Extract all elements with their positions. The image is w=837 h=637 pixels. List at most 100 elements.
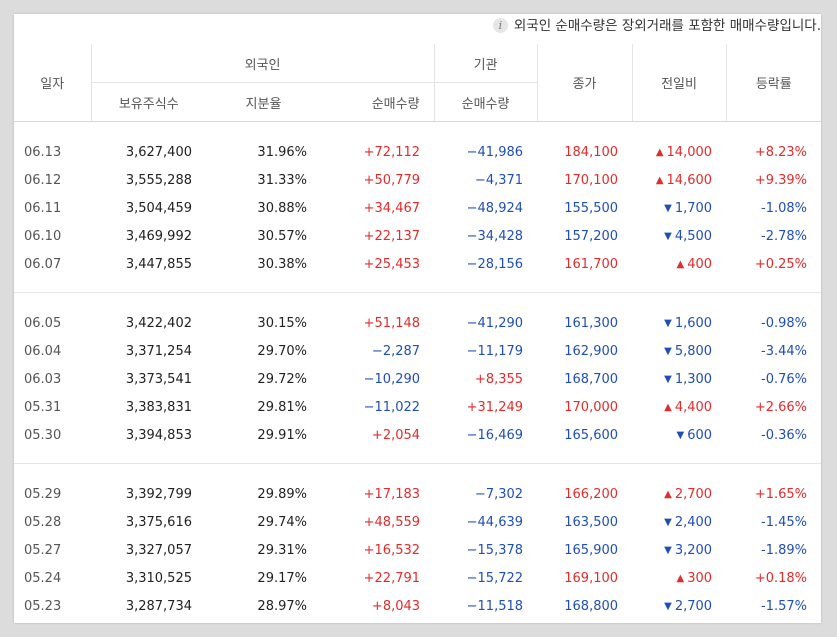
triangle-up-icon: ▲ [655, 146, 664, 158]
row-change: ▲ 300 [632, 564, 726, 592]
row-change-value: 14,600 [666, 172, 713, 188]
notice-text: 외국인 순매수량은 장외거래를 포함한 매매수량입니다. [513, 18, 821, 34]
row-change: ▼ 2,400 [632, 508, 726, 536]
row-holdings: 3,287,734 [125, 598, 192, 614]
table-body: 06.13 3,627,400 31.96% +72,112 −41,986 184,10… [14, 122, 822, 621]
row-change-value: 600 [687, 427, 713, 443]
header-inst-net: 순매수량 [433, 82, 538, 122]
row-foreign-net: +50,779 [363, 172, 421, 188]
row-holdings: 3,375,616 [125, 514, 192, 530]
table-row: 05.23 3,287,734 28.97% +8,043 −11,518 168,800… [14, 592, 821, 620]
row-date: 05.23 [24, 598, 62, 614]
row-change: ▼ 3,200 [632, 536, 726, 564]
row-share: 30.57% [257, 228, 307, 244]
row-rate: +9.39% [754, 172, 808, 188]
header-close: 종가 [536, 44, 633, 122]
row-date: 05.29 [24, 486, 62, 502]
triangle-down-icon: ▼ [664, 202, 672, 214]
row-inst-net: −28,156 [466, 256, 524, 272]
row-change-value: 4,500 [674, 228, 713, 244]
header-share: 지분율 [206, 82, 321, 122]
row-rate: -0.36% [761, 427, 808, 443]
row-inst-net: −41,986 [466, 144, 524, 160]
row-date: 05.31 [24, 399, 62, 415]
row-foreign-net: +72,112 [363, 144, 421, 160]
group-spacer [14, 449, 822, 464]
row-change-value: 400 [687, 256, 713, 272]
row-holdings: 3,371,254 [125, 343, 192, 359]
row-change-value: 1,300 [674, 371, 713, 387]
triangle-up-icon: ▲ [676, 572, 685, 584]
investor-table: 일자 외국인 기관 종가 전일비 등락률 보유주식수 지분율 순매수량 순매수량… [14, 44, 822, 621]
row-rate: -0.98% [761, 315, 808, 331]
row-change: ▲ 2,700 [632, 480, 726, 508]
row-change-value: 14,000 [666, 144, 713, 160]
row-inst-net: −34,428 [466, 228, 524, 244]
row-rate: +1.65% [754, 486, 808, 502]
row-foreign-net: +2,054 [371, 427, 421, 443]
row-holdings: 3,383,831 [125, 399, 192, 415]
row-inst-net: −11,518 [466, 598, 524, 614]
row-close: 170,100 [564, 172, 619, 188]
row-inst-net: −48,924 [466, 200, 524, 216]
row-change: ▲ 4,400 [632, 393, 726, 421]
row-holdings: 3,392,799 [125, 486, 192, 502]
row-rate: -3.44% [761, 343, 808, 359]
row-close: 168,800 [564, 598, 619, 614]
row-share: 30.38% [257, 256, 307, 272]
row-change-value: 4,400 [674, 399, 713, 415]
triangle-down-icon: ▼ [664, 345, 672, 357]
header-date: 일자 [14, 44, 91, 122]
row-holdings: 3,394,853 [125, 427, 192, 443]
row-rate: +8.23% [754, 144, 808, 160]
row-close: 161,300 [564, 315, 619, 331]
row-change-value: 3,200 [674, 542, 713, 558]
row-holdings: 3,555,288 [125, 172, 192, 188]
row-close: 161,700 [564, 256, 619, 272]
row-foreign-net: +22,137 [363, 228, 421, 244]
group-spacer [14, 293, 821, 310]
row-rate: -2.78% [761, 228, 808, 244]
row-change: ▼ 2,700 [632, 592, 726, 620]
row-close: 165,600 [564, 427, 619, 443]
row-share: 31.33% [257, 172, 307, 188]
group-spacer [14, 122, 821, 139]
row-inst-net: −41,290 [466, 315, 524, 331]
row-close: 155,500 [564, 200, 619, 216]
header-institution: 기관 [433, 44, 538, 83]
row-date: 06.07 [24, 256, 62, 272]
table-row: 05.29 3,392,799 29.89% +17,183 −7,302 166,200… [14, 480, 821, 508]
row-rate: -1.45% [761, 514, 808, 530]
table-row: 05.27 3,327,057 29.31% +16,532 −15,378 165,90… [14, 536, 821, 564]
table-row: 05.30 3,394,853 29.91% +2,054 −16,469 165,600… [14, 421, 821, 449]
row-change: ▼ 5,800 [632, 337, 726, 365]
row-rate: +0.25% [754, 256, 808, 272]
row-rate: -1.08% [761, 200, 808, 216]
row-close: 163,500 [564, 514, 619, 530]
row-rate: +2.66% [754, 399, 808, 415]
row-rate: -0.76% [761, 371, 808, 387]
table-row: 06.10 3,469,992 30.57% +22,137 −34,428 157,20… [14, 222, 821, 250]
row-rate: -1.89% [761, 542, 808, 558]
triangle-down-icon: ▼ [664, 373, 672, 385]
table-row: 05.28 3,375,616 29.74% +48,559 −44,639 163,50… [14, 508, 821, 536]
row-foreign-net: −2,287 [371, 343, 421, 359]
row-change: ▲ 14,600 [632, 166, 726, 194]
row-date: 06.13 [24, 144, 62, 160]
row-holdings: 3,447,855 [125, 256, 192, 272]
row-inst-net: −15,378 [466, 542, 524, 558]
table-row: 05.31 3,383,831 29.81% −11,022 +31,249 170,00… [14, 393, 821, 421]
row-change: ▼ 1,600 [632, 309, 726, 337]
row-foreign-net: +8,043 [371, 598, 421, 614]
row-foreign-net: −10,290 [363, 371, 421, 387]
row-date: 06.12 [24, 172, 62, 188]
notice: i 외국인 순매수량은 장외거래를 포함한 매매수량입니다. [492, 14, 821, 44]
triangle-up-icon: ▲ [676, 258, 685, 270]
row-share: 29.17% [257, 570, 307, 586]
row-date: 05.30 [24, 427, 62, 443]
row-date: 06.04 [24, 343, 62, 359]
triangle-down-icon: ▼ [664, 230, 672, 242]
triangle-up-icon: ▲ [655, 174, 664, 186]
row-share: 29.74% [257, 514, 307, 530]
row-close: 170,000 [564, 399, 619, 415]
